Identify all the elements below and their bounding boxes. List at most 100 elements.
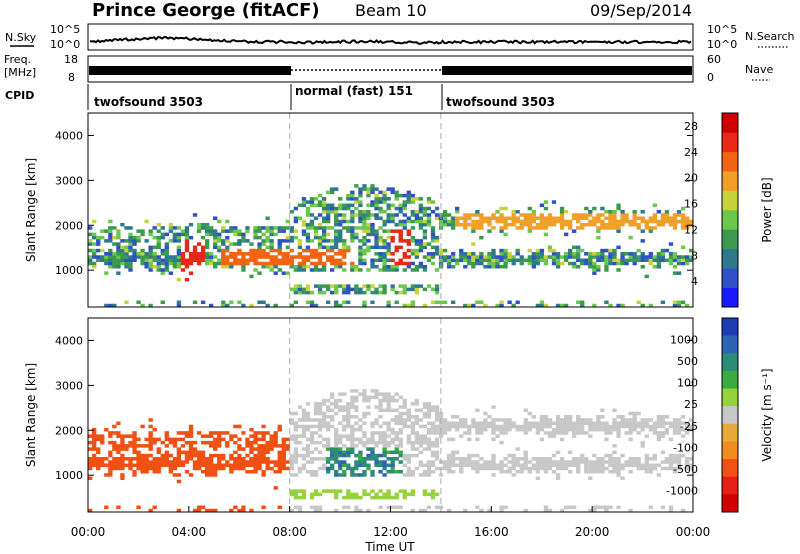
heatmap-cell bbox=[483, 255, 488, 259]
heatmap-cell bbox=[237, 424, 242, 429]
heatmap-cell bbox=[422, 255, 428, 259]
heatmap-cell bbox=[92, 252, 97, 256]
heatmap-cell bbox=[378, 255, 383, 259]
heatmap-cell bbox=[507, 424, 512, 429]
heatmap-cell bbox=[406, 453, 411, 458]
heatmap-cell bbox=[338, 460, 343, 464]
heatmap-cell bbox=[148, 303, 153, 308]
heatmap-cell bbox=[479, 216, 484, 220]
heatmap-cell bbox=[116, 271, 121, 275]
heatmap-cell bbox=[471, 226, 476, 230]
heatmap-cell bbox=[204, 239, 210, 243]
heatmap-cell bbox=[108, 450, 113, 455]
heatmap-cell bbox=[572, 427, 577, 432]
heatmap-cell bbox=[144, 255, 149, 259]
heatmap-cell bbox=[325, 466, 331, 471]
heatmap-cell bbox=[305, 264, 311, 269]
heatmap-cell bbox=[672, 252, 678, 256]
y-tick-label: 3000 bbox=[55, 379, 83, 392]
heatmap-cell bbox=[325, 239, 331, 243]
heatmap-cell bbox=[350, 203, 355, 208]
heatmap-cell bbox=[612, 248, 617, 253]
heatmap-cell bbox=[515, 463, 520, 468]
heatmap-cell bbox=[394, 444, 399, 448]
heatmap-cell bbox=[334, 489, 339, 493]
heatmap-cell bbox=[176, 239, 182, 243]
heatmap-cell bbox=[434, 437, 440, 442]
heatmap-cell bbox=[350, 492, 355, 497]
heatmap-cell bbox=[297, 245, 303, 250]
heatmap-cell bbox=[245, 460, 250, 464]
heatmap-cell bbox=[527, 466, 532, 471]
heatmap-cell bbox=[350, 495, 355, 500]
heatmap-cell bbox=[543, 222, 549, 227]
heatmap-cell bbox=[354, 460, 359, 464]
heatmap-cell bbox=[463, 226, 468, 230]
heatmap-cell bbox=[269, 447, 274, 451]
heatmap-cell bbox=[406, 418, 411, 422]
heatmap-cell bbox=[338, 447, 343, 451]
heatmap-cell bbox=[112, 252, 117, 256]
heatmap-cell bbox=[204, 232, 210, 237]
heatmap-cell bbox=[180, 229, 186, 233]
heatmap-cell bbox=[346, 463, 351, 468]
heatmap-cell bbox=[140, 424, 145, 429]
heatmap-cell bbox=[342, 427, 347, 432]
heatmap-cell bbox=[390, 190, 395, 195]
heatmap-cell bbox=[358, 418, 363, 422]
heatmap-cell bbox=[253, 463, 258, 468]
heatmap-cell bbox=[410, 492, 415, 497]
heatmap-cell bbox=[366, 210, 371, 214]
heatmap-cell bbox=[390, 457, 395, 461]
heatmap-cell bbox=[277, 453, 282, 458]
heatmap-cell bbox=[527, 206, 532, 211]
heatmap-cell bbox=[321, 489, 327, 493]
heatmap-cell bbox=[338, 398, 343, 403]
heatmap-cell bbox=[390, 219, 395, 224]
heatmap-cell bbox=[313, 492, 319, 497]
heatmap-cell bbox=[563, 431, 569, 435]
heatmap-cell bbox=[600, 424, 605, 429]
heatmap-cell bbox=[176, 245, 182, 250]
heatmap-cell bbox=[507, 427, 512, 432]
heatmap-cell bbox=[168, 226, 173, 230]
heatmap-cell bbox=[116, 431, 121, 435]
heatmap-cell bbox=[507, 216, 512, 220]
heatmap-cell bbox=[354, 398, 359, 403]
heatmap-cell bbox=[479, 255, 484, 259]
heatmap-cell bbox=[584, 206, 589, 211]
heatmap-cell bbox=[644, 424, 649, 429]
heatmap-cell bbox=[588, 460, 593, 464]
heatmap-cell bbox=[535, 421, 541, 425]
heatmap-cell bbox=[580, 258, 585, 263]
heatmap-cell bbox=[96, 463, 101, 468]
heatmap-cell bbox=[140, 469, 145, 474]
heatmap-cell bbox=[221, 466, 226, 471]
heatmap-cell bbox=[213, 255, 218, 259]
heatmap-cell bbox=[539, 457, 545, 461]
heatmap-cell bbox=[112, 242, 117, 246]
heatmap-cell bbox=[321, 424, 327, 429]
heatmap-cell bbox=[390, 203, 395, 208]
heatmap-cell bbox=[334, 264, 339, 269]
heatmap-cell bbox=[293, 421, 299, 425]
colorbar-swatch bbox=[722, 388, 738, 407]
heatmap-cell bbox=[120, 434, 125, 438]
colorbar-swatch bbox=[722, 459, 738, 478]
heatmap-cell bbox=[112, 424, 117, 429]
heatmap-cell bbox=[273, 258, 278, 263]
heatmap-cell bbox=[297, 216, 303, 220]
heatmap-cell bbox=[547, 222, 553, 227]
heatmap-cell bbox=[600, 206, 605, 211]
heatmap-cell bbox=[237, 258, 242, 263]
heatmap-cell bbox=[140, 248, 145, 253]
heatmap-cell bbox=[620, 252, 625, 256]
heatmap-cell bbox=[463, 421, 468, 425]
heatmap-cell bbox=[196, 226, 202, 230]
heatmap-cell bbox=[297, 264, 303, 269]
heatmap-cell bbox=[507, 258, 512, 263]
heatmap-cell bbox=[305, 450, 311, 455]
heatmap-cell bbox=[128, 434, 133, 438]
heatmap-cell bbox=[531, 466, 536, 471]
heatmap-cell bbox=[442, 219, 448, 224]
